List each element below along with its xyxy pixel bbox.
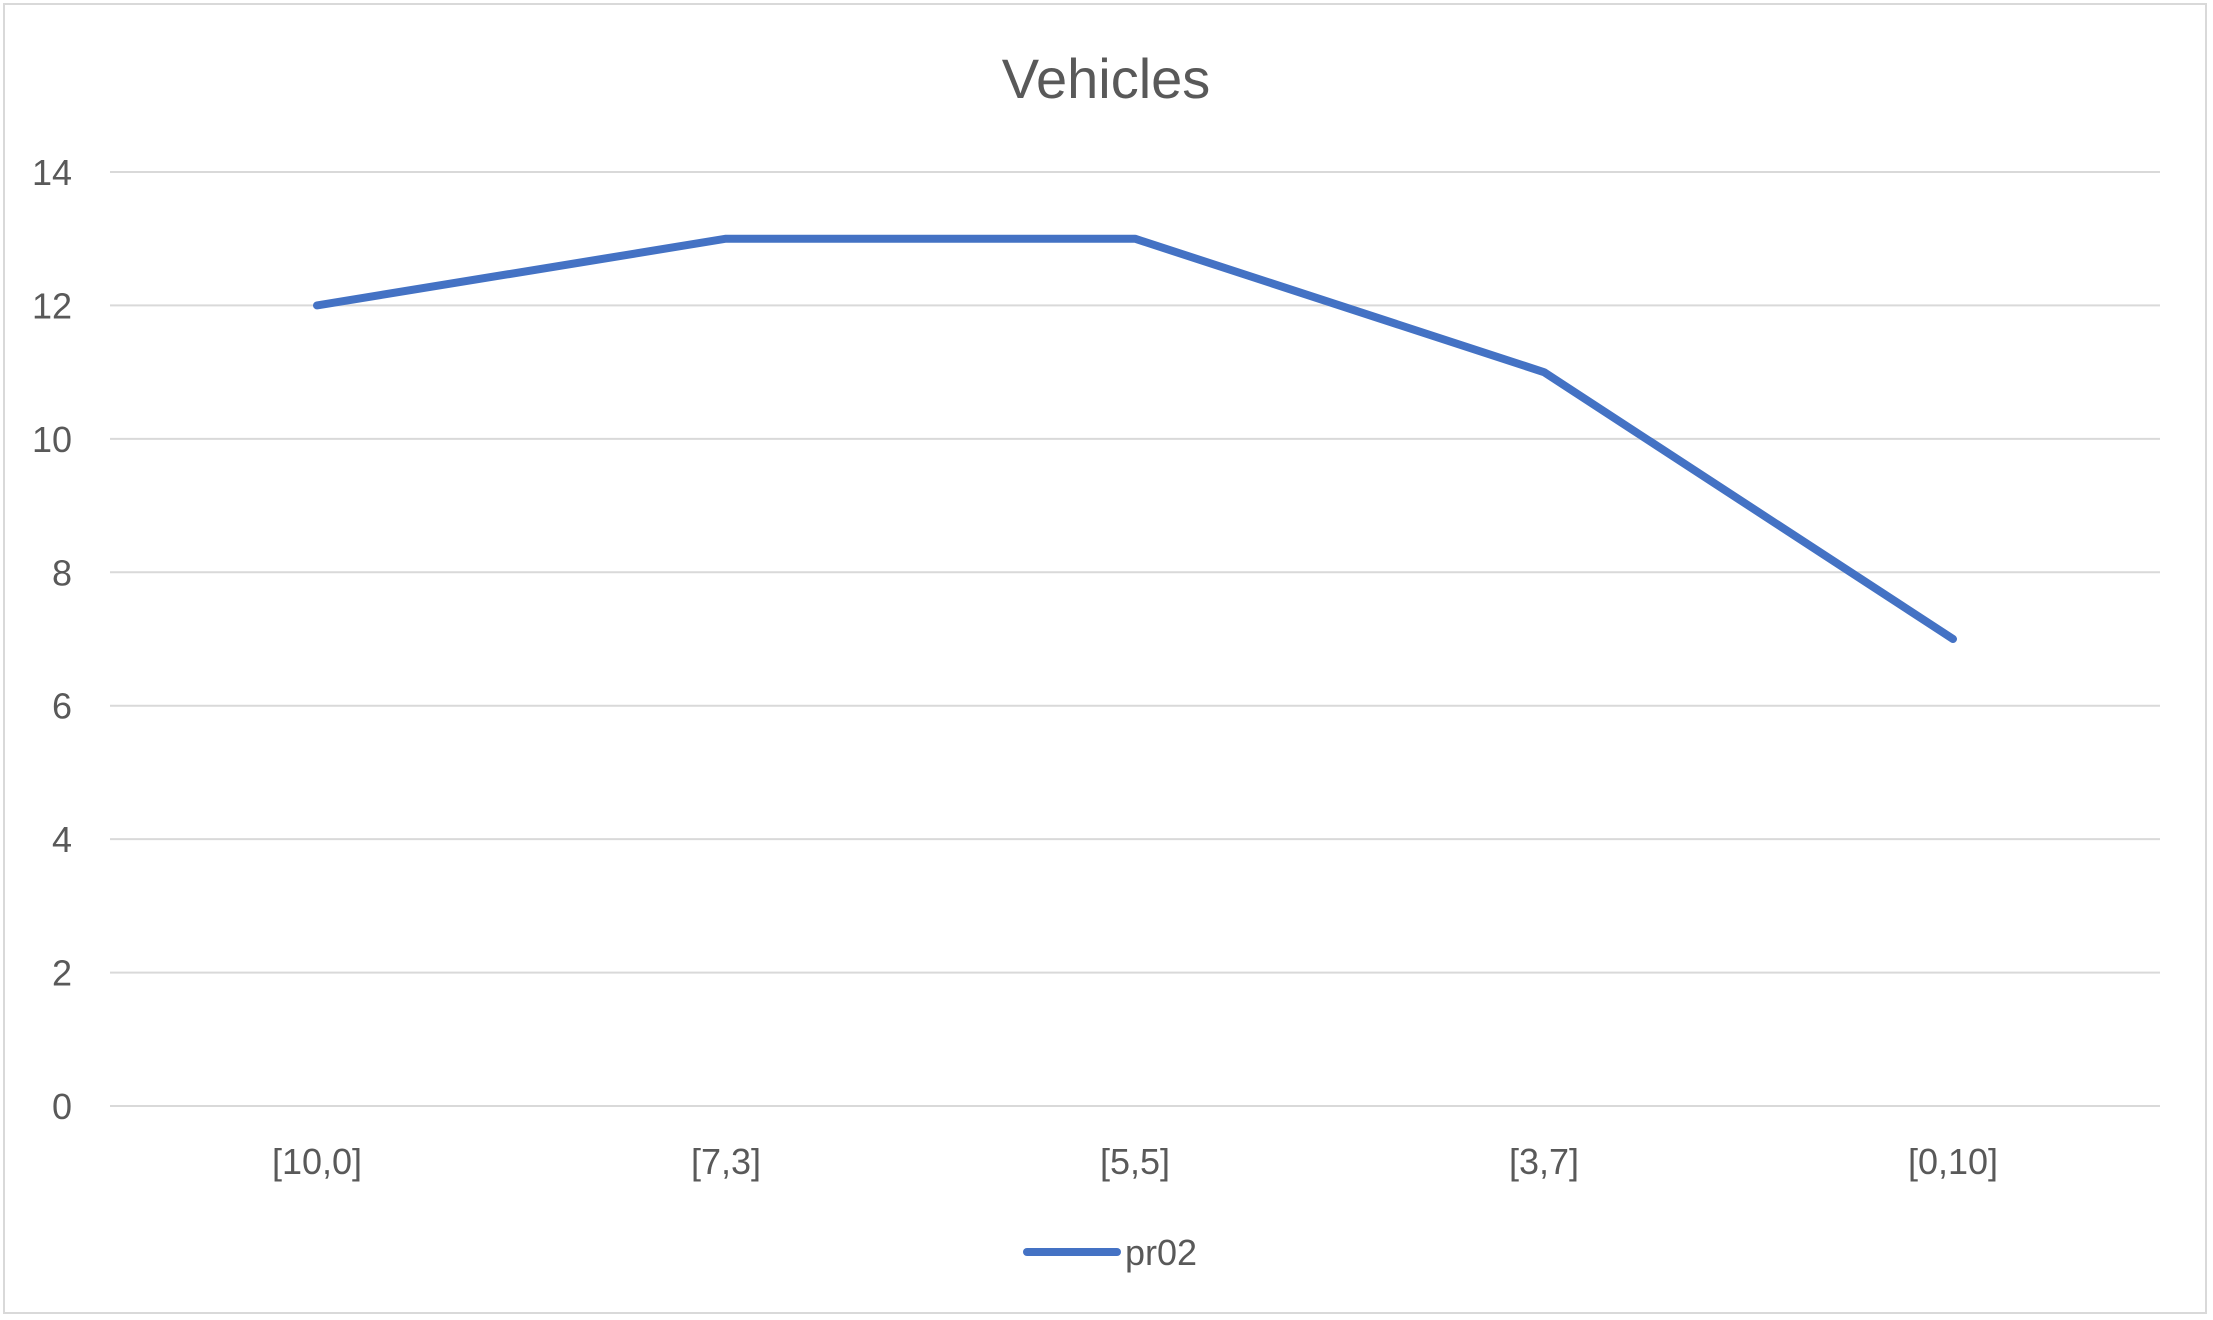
y-tick-label-2: 2: [52, 953, 72, 994]
y-tick-label-12: 12: [32, 285, 72, 326]
x-tick-label-3: [3,7]: [1509, 1141, 1579, 1182]
chart-frame: [3, 3, 2207, 1314]
series-line-pr02: [313, 234, 1957, 643]
x-axis-tick-labels: [10,0] [7,3] [5,5] [3,7] [0,10]: [272, 1141, 1998, 1182]
y-tick-label-14: 14: [32, 152, 72, 193]
chart-title: Vehicles: [1002, 47, 1211, 110]
x-tick-label-2: [5,5]: [1100, 1141, 1170, 1182]
x-tick-label-0: [10,0]: [272, 1141, 362, 1182]
x-tick-label-1: [7,3]: [691, 1141, 761, 1182]
legend: pr02: [1023, 1232, 1197, 1273]
y-axis-tick-labels: 0 2 4 6 8 10 12 14: [32, 152, 72, 1127]
y-tick-label-4: 4: [52, 819, 72, 860]
y-tick-label-0: 0: [52, 1086, 72, 1127]
y-tick-label-6: 6: [52, 686, 72, 727]
y-tick-label-8: 8: [52, 552, 72, 593]
series-lines: [313, 234, 1957, 643]
legend-label-pr02: pr02: [1125, 1232, 1197, 1273]
x-tick-label-4: [0,10]: [1908, 1141, 1998, 1182]
y-tick-label-10: 10: [32, 419, 72, 460]
gridlines: [110, 171, 2160, 1107]
